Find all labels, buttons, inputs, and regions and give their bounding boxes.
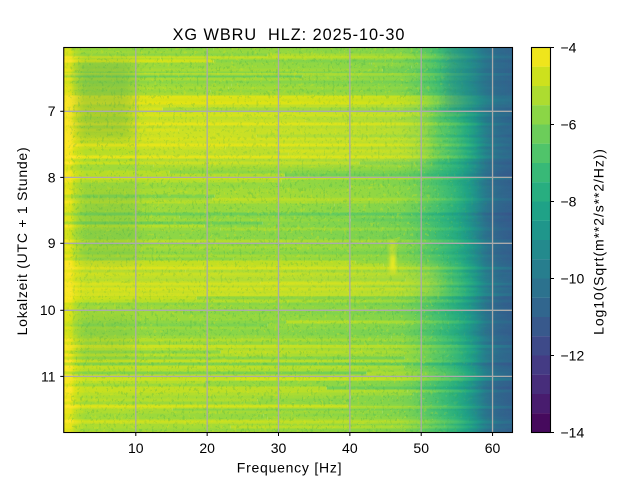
svg-text:11: 11 <box>41 368 56 384</box>
svg-text:10: 10 <box>128 440 144 456</box>
svg-text:10: 10 <box>40 302 56 318</box>
svg-text:30: 30 <box>271 440 287 456</box>
svg-text:20: 20 <box>199 440 215 456</box>
svg-text:50: 50 <box>413 440 429 456</box>
svg-text:60: 60 <box>485 440 501 456</box>
svg-text:Log10(Sqrt(m**2/s**2/Hz)): Log10(Sqrt(m**2/s**2/Hz)) <box>591 148 607 335</box>
svg-text:XG WBRU HLZ: 2025-10-30: XG WBRU HLZ: 2025-10-30 <box>173 26 406 44</box>
svg-text:−6: −6 <box>561 116 577 132</box>
svg-text:40: 40 <box>342 440 358 456</box>
svg-text:7: 7 <box>48 103 56 119</box>
svg-text:−12: −12 <box>561 347 585 363</box>
svg-text:Lokalzeit (UTC + 1 Stunde): Lokalzeit (UTC + 1 Stunde) <box>14 147 30 336</box>
svg-text:−14: −14 <box>561 424 585 440</box>
svg-text:8: 8 <box>48 169 56 185</box>
svg-text:9: 9 <box>48 235 56 251</box>
svg-text:Frequency [Hz]: Frequency [Hz] <box>237 460 342 476</box>
svg-text:−10: −10 <box>561 270 585 286</box>
svg-text:−8: −8 <box>561 193 577 209</box>
svg-text:−4: −4 <box>561 39 577 55</box>
